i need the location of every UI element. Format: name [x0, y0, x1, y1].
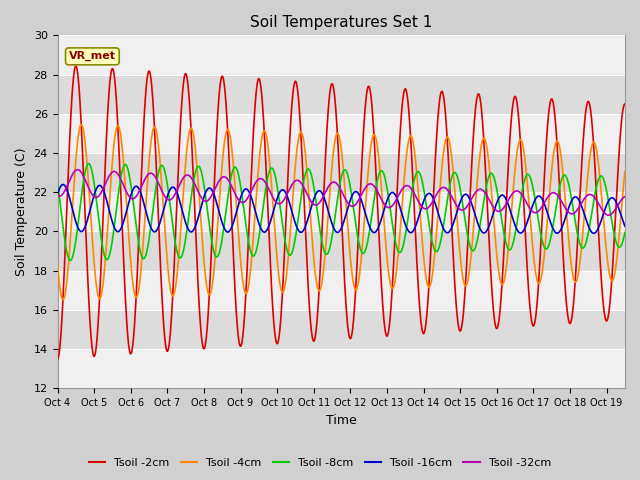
X-axis label: Time: Time: [326, 414, 356, 427]
Y-axis label: Soil Temperature (C): Soil Temperature (C): [15, 147, 28, 276]
Bar: [58, 74, 625, 114]
Legend: Tsoil -2cm, Tsoil -4cm, Tsoil -8cm, Tsoil -16cm, Tsoil -32cm: Tsoil -2cm, Tsoil -4cm, Tsoil -8cm, Tsoi…: [84, 453, 556, 472]
Bar: [58, 36, 625, 74]
Bar: [58, 114, 625, 153]
Bar: [58, 192, 625, 231]
Title: Soil Temperatures Set 1: Soil Temperatures Set 1: [250, 15, 433, 30]
Bar: [58, 271, 625, 310]
Bar: [58, 349, 625, 388]
Bar: [58, 153, 625, 192]
Bar: [58, 310, 625, 349]
Bar: [58, 231, 625, 271]
Text: VR_met: VR_met: [69, 51, 116, 61]
